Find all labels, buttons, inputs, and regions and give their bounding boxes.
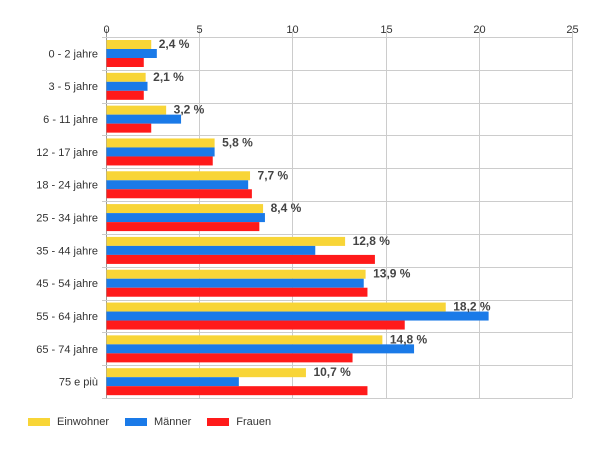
category-label: 12 - 17 jahre bbox=[36, 147, 98, 159]
bar-frauen-1 bbox=[106, 90, 144, 100]
bar-einwohner-3 bbox=[106, 138, 215, 148]
data-label: 5,8 % bbox=[222, 135, 253, 149]
data-label: 12,8 % bbox=[353, 234, 391, 248]
legend-label: Männer bbox=[153, 416, 192, 428]
grid-layer bbox=[102, 29, 573, 399]
bar-einwohner-7 bbox=[106, 269, 366, 279]
x-tick-label: 20 bbox=[473, 24, 485, 36]
data-label: 3,2 % bbox=[174, 103, 205, 117]
x-tick-label: 0 bbox=[103, 24, 109, 36]
bar-einwohner-4 bbox=[106, 171, 251, 181]
data-label: 2,4 % bbox=[159, 37, 190, 51]
bar-frauen-7 bbox=[106, 287, 368, 297]
x-tick-label: 25 bbox=[566, 24, 578, 36]
bar-männer-4 bbox=[106, 180, 249, 190]
bar-frauen-0 bbox=[106, 58, 144, 67]
bar-frauen-2 bbox=[106, 123, 152, 133]
category-label: 45 - 54 jahre bbox=[36, 278, 98, 290]
legend-label: Einwohner bbox=[57, 416, 109, 428]
bar-einwohner-0 bbox=[106, 40, 152, 49]
bar-männer-2 bbox=[106, 114, 182, 124]
legend-swatch bbox=[124, 418, 147, 426]
data-label: 8,4 % bbox=[271, 201, 302, 215]
bar-männer-7 bbox=[106, 278, 364, 288]
legend-swatch bbox=[28, 418, 50, 426]
bar-einwohner-8 bbox=[106, 302, 446, 312]
category-label: 55 - 64 jahre bbox=[36, 311, 98, 323]
bar-frauen-8 bbox=[106, 320, 405, 330]
bar-einwohner-2 bbox=[106, 105, 167, 115]
bar-layer bbox=[106, 40, 489, 396]
bar-frauen-6 bbox=[106, 254, 375, 264]
x-tick-label: 10 bbox=[286, 24, 298, 36]
category-label: 75 e più bbox=[59, 377, 98, 389]
bar-männer-1 bbox=[106, 81, 148, 91]
bar-einwohner-9 bbox=[106, 335, 383, 345]
data-label: 7,7 % bbox=[258, 168, 289, 182]
x-tick-label: 15 bbox=[380, 24, 392, 36]
data-label: 18,2 % bbox=[453, 300, 491, 314]
legend-swatch bbox=[207, 418, 230, 426]
legend-item-frauen: Frauen bbox=[207, 416, 271, 428]
bar-männer-9 bbox=[106, 344, 415, 354]
bar-männer-3 bbox=[106, 147, 215, 157]
bar-einwohner-1 bbox=[106, 72, 146, 82]
bar-einwohner-10 bbox=[106, 368, 306, 378]
data-label: 13,9 % bbox=[373, 267, 411, 281]
category-label: 35 - 44 jahre bbox=[36, 245, 98, 257]
category-label: 25 - 34 jahre bbox=[36, 213, 98, 225]
category-label: 3 - 5 jahre bbox=[48, 81, 98, 93]
legend-item-einwohner: Einwohner bbox=[28, 416, 109, 428]
bar-männer-8 bbox=[106, 311, 489, 321]
legend-item-männer: Männer bbox=[124, 416, 192, 428]
bar-einwohner-5 bbox=[106, 204, 264, 214]
category-label: 18 - 24 jahre bbox=[36, 180, 98, 192]
label-layer: 0 5 10 15 20 25 0 - 2 jahre 2,4 % 3 - 5 jahre 2,1… bbox=[36, 24, 578, 389]
legend-label: Frauen bbox=[236, 416, 272, 428]
data-label: 14,8 % bbox=[390, 332, 428, 346]
bar-frauen-9 bbox=[106, 353, 353, 363]
bar-einwohner-6 bbox=[106, 236, 346, 246]
legend: Einwohner Männer Frauen bbox=[28, 416, 287, 428]
bar-männer-5 bbox=[106, 213, 265, 223]
bar-männer-6 bbox=[106, 245, 316, 255]
bar-männer-0 bbox=[106, 49, 157, 58]
bar-frauen-10 bbox=[106, 386, 368, 396]
bar-frauen-5 bbox=[106, 222, 260, 232]
category-label: 6 - 11 jahre bbox=[43, 114, 98, 126]
data-label: 2,1 % bbox=[153, 70, 184, 84]
category-label: 0 - 2 jahre bbox=[48, 48, 98, 60]
bar-männer-10 bbox=[106, 377, 239, 387]
bar-frauen-3 bbox=[106, 156, 213, 166]
category-label: 65 - 74 jahre bbox=[36, 344, 98, 356]
x-tick-label: 5 bbox=[196, 24, 202, 36]
bar-frauen-4 bbox=[106, 189, 252, 199]
data-label: 10,7 % bbox=[313, 365, 351, 379]
